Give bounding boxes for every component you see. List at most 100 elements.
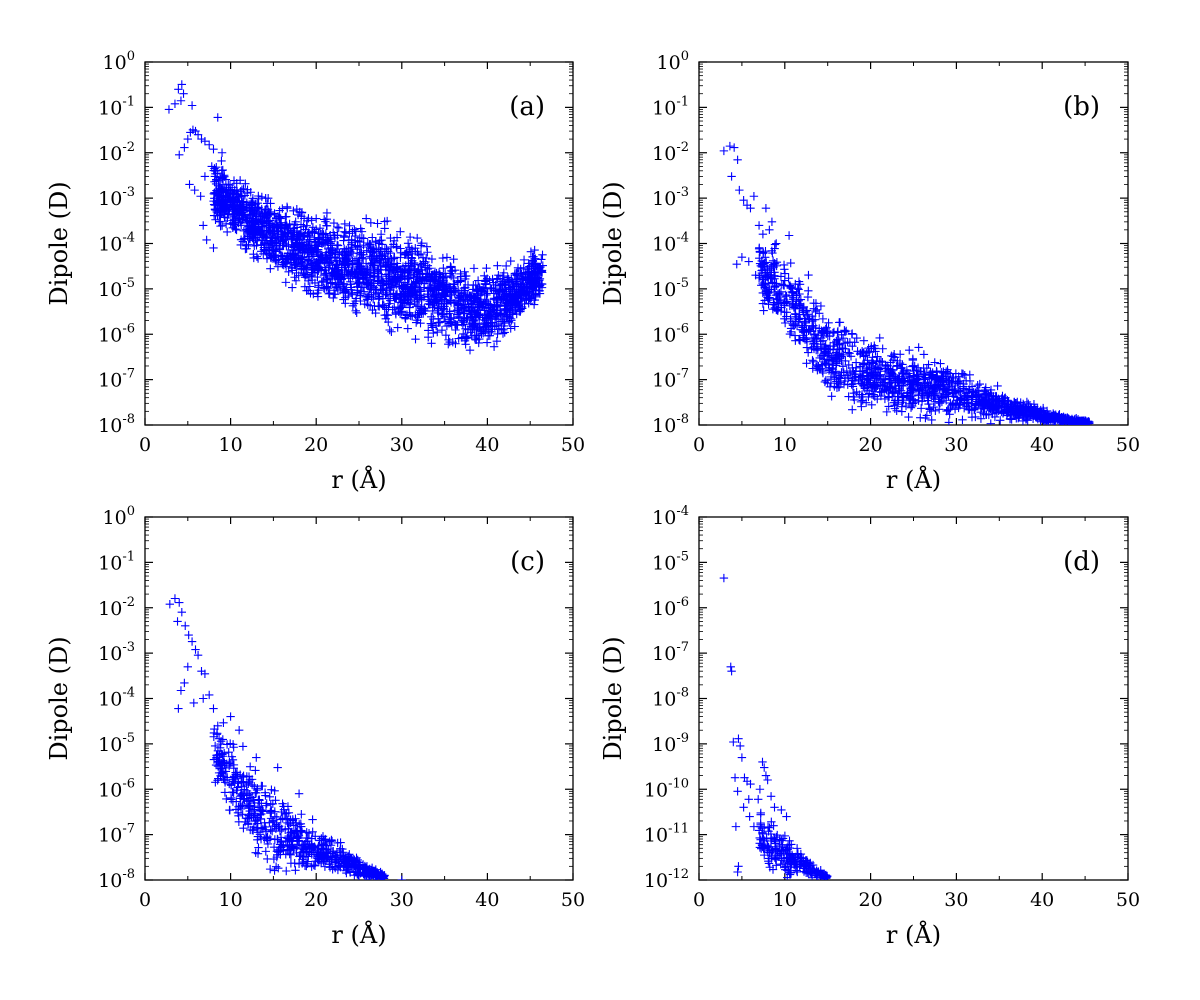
- data-point: [376, 251, 386, 261]
- data-point: [529, 300, 539, 309]
- data-point: [996, 416, 1005, 425]
- y-tick-label: 10-7: [98, 822, 135, 847]
- data-point: [277, 218, 286, 227]
- scatter-series: [164, 80, 548, 355]
- data-point: [848, 382, 858, 391]
- data-point: [870, 368, 880, 377]
- y-tick-label: 10-6: [98, 776, 135, 801]
- data-point: [878, 378, 888, 387]
- data-point: [170, 594, 180, 603]
- data-point: [327, 267, 336, 277]
- data-point: [256, 226, 266, 235]
- data-point: [850, 395, 859, 405]
- data-point: [406, 295, 415, 305]
- data-point: [487, 284, 496, 293]
- data-point: [971, 401, 980, 410]
- x-tick-label: 0: [139, 434, 151, 456]
- data-point: [909, 385, 918, 394]
- data-point: [235, 200, 244, 209]
- data-point: [848, 329, 857, 338]
- data-point: [281, 235, 291, 244]
- data-point: [426, 277, 435, 287]
- data-point: [795, 335, 804, 345]
- data-point: [338, 270, 347, 279]
- y-tick-label: 10-4: [98, 231, 135, 256]
- data-point: [308, 815, 317, 824]
- data-point: [825, 332, 834, 341]
- data-point: [322, 236, 331, 245]
- data-point: [410, 297, 419, 306]
- data-point: [867, 358, 876, 367]
- data-point: [918, 393, 927, 403]
- data-point: [811, 345, 821, 355]
- data-point: [481, 304, 491, 313]
- data-point: [177, 80, 187, 89]
- scatter-series: [719, 141, 1094, 425]
- data-point: [320, 240, 330, 250]
- x-axis-title: r (Å): [331, 465, 386, 494]
- data-point: [838, 362, 848, 371]
- data-point: [837, 368, 846, 377]
- data-point: [769, 263, 778, 272]
- data-point: [281, 259, 290, 269]
- data-point: [514, 301, 524, 310]
- data-point: [1042, 416, 1051, 425]
- data-point: [998, 398, 1007, 407]
- data-point: [749, 192, 759, 201]
- data-point: [474, 300, 483, 309]
- data-point: [506, 256, 515, 266]
- data-point: [463, 325, 473, 334]
- data-point: [493, 261, 502, 270]
- data-point: [271, 213, 281, 223]
- data-point: [355, 233, 365, 242]
- data-point: [189, 698, 198, 708]
- data-point: [231, 209, 241, 218]
- data-point: [251, 200, 260, 209]
- data-point: [411, 282, 421, 292]
- data-point: [200, 669, 210, 679]
- data-point: [895, 358, 905, 368]
- data-point: [274, 255, 283, 264]
- data-point: [461, 302, 470, 311]
- data-point: [282, 212, 291, 221]
- data-point: [264, 217, 273, 227]
- data-point: [403, 268, 412, 277]
- data-point: [444, 335, 453, 345]
- data-point: [366, 259, 375, 269]
- data-point: [528, 256, 537, 265]
- data-point: [764, 300, 773, 309]
- data-point: [813, 344, 822, 353]
- data-point: [821, 340, 830, 350]
- data-point: [951, 388, 960, 398]
- data-point: [794, 285, 803, 294]
- data-point: [510, 270, 520, 280]
- data-point: [355, 291, 365, 300]
- data-point: [770, 303, 780, 312]
- data-point: [729, 143, 739, 152]
- data-point: [420, 263, 430, 272]
- data-point: [505, 318, 514, 327]
- data-point: [810, 330, 820, 339]
- data-point: [880, 394, 890, 404]
- data-point: [442, 299, 451, 308]
- data-point: [271, 796, 280, 805]
- data-point: [999, 396, 1008, 406]
- data-point: [437, 326, 447, 335]
- data-point: [199, 221, 208, 230]
- data-point: [289, 206, 298, 216]
- y-tick-label: 10-6: [652, 321, 689, 346]
- y-tick-label: 10-3: [98, 640, 135, 665]
- scatter-series: [165, 594, 406, 880]
- data-point: [876, 356, 886, 366]
- data-point: [485, 327, 495, 336]
- data-point: [191, 645, 200, 654]
- data-point: [792, 321, 802, 331]
- data-point: [990, 412, 1000, 422]
- data-point: [241, 179, 250, 188]
- data-point: [183, 662, 192, 671]
- data-point: [273, 262, 283, 271]
- data-point: [950, 405, 960, 414]
- data-point: [415, 290, 424, 300]
- x-tick-label: 0: [693, 434, 705, 456]
- data-point: [985, 404, 994, 413]
